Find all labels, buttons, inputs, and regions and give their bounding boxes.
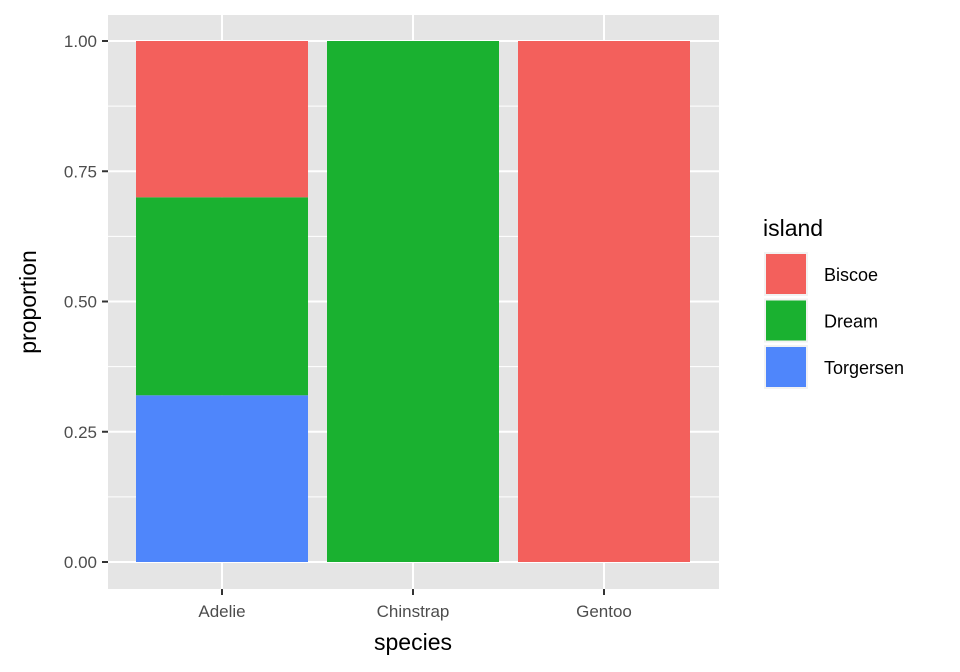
legend: island Biscoe Dream Torgersen <box>763 215 904 389</box>
x-tick-label: Adelie <box>198 602 245 621</box>
y-axis: 0.00 0.25 0.50 0.75 1.00 <box>64 32 108 572</box>
legend-label-torgersen: Torgersen <box>824 358 904 378</box>
legend-key-biscoe <box>766 254 806 294</box>
x-tick-label: Gentoo <box>576 602 632 621</box>
y-tick-label: 0.00 <box>64 553 97 572</box>
y-tick-label: 0.25 <box>64 423 97 442</box>
legend-key-torgersen <box>766 347 806 387</box>
x-axis: Adelie Chinstrap Gentoo <box>198 589 632 621</box>
x-axis-title: species <box>374 629 452 655</box>
bar-gentoo-biscoe <box>518 41 690 562</box>
y-axis-title: proportion <box>15 250 41 354</box>
legend-label-biscoe: Biscoe <box>824 265 878 285</box>
legend-label-dream: Dream <box>824 312 878 332</box>
legend-key-dream <box>766 300 806 341</box>
legend-title: island <box>763 215 823 241</box>
y-tick-label: 1.00 <box>64 32 97 51</box>
bar-adelie-dream <box>136 197 308 396</box>
x-tick-label: Chinstrap <box>377 602 450 621</box>
bar-adelie-torgersen <box>136 395 308 562</box>
y-tick-label: 0.50 <box>64 293 97 312</box>
y-tick-label: 0.75 <box>64 162 97 181</box>
bars <box>136 41 690 562</box>
bar-chinstrap-dream <box>327 41 499 562</box>
bar-adelie-biscoe <box>136 41 308 198</box>
